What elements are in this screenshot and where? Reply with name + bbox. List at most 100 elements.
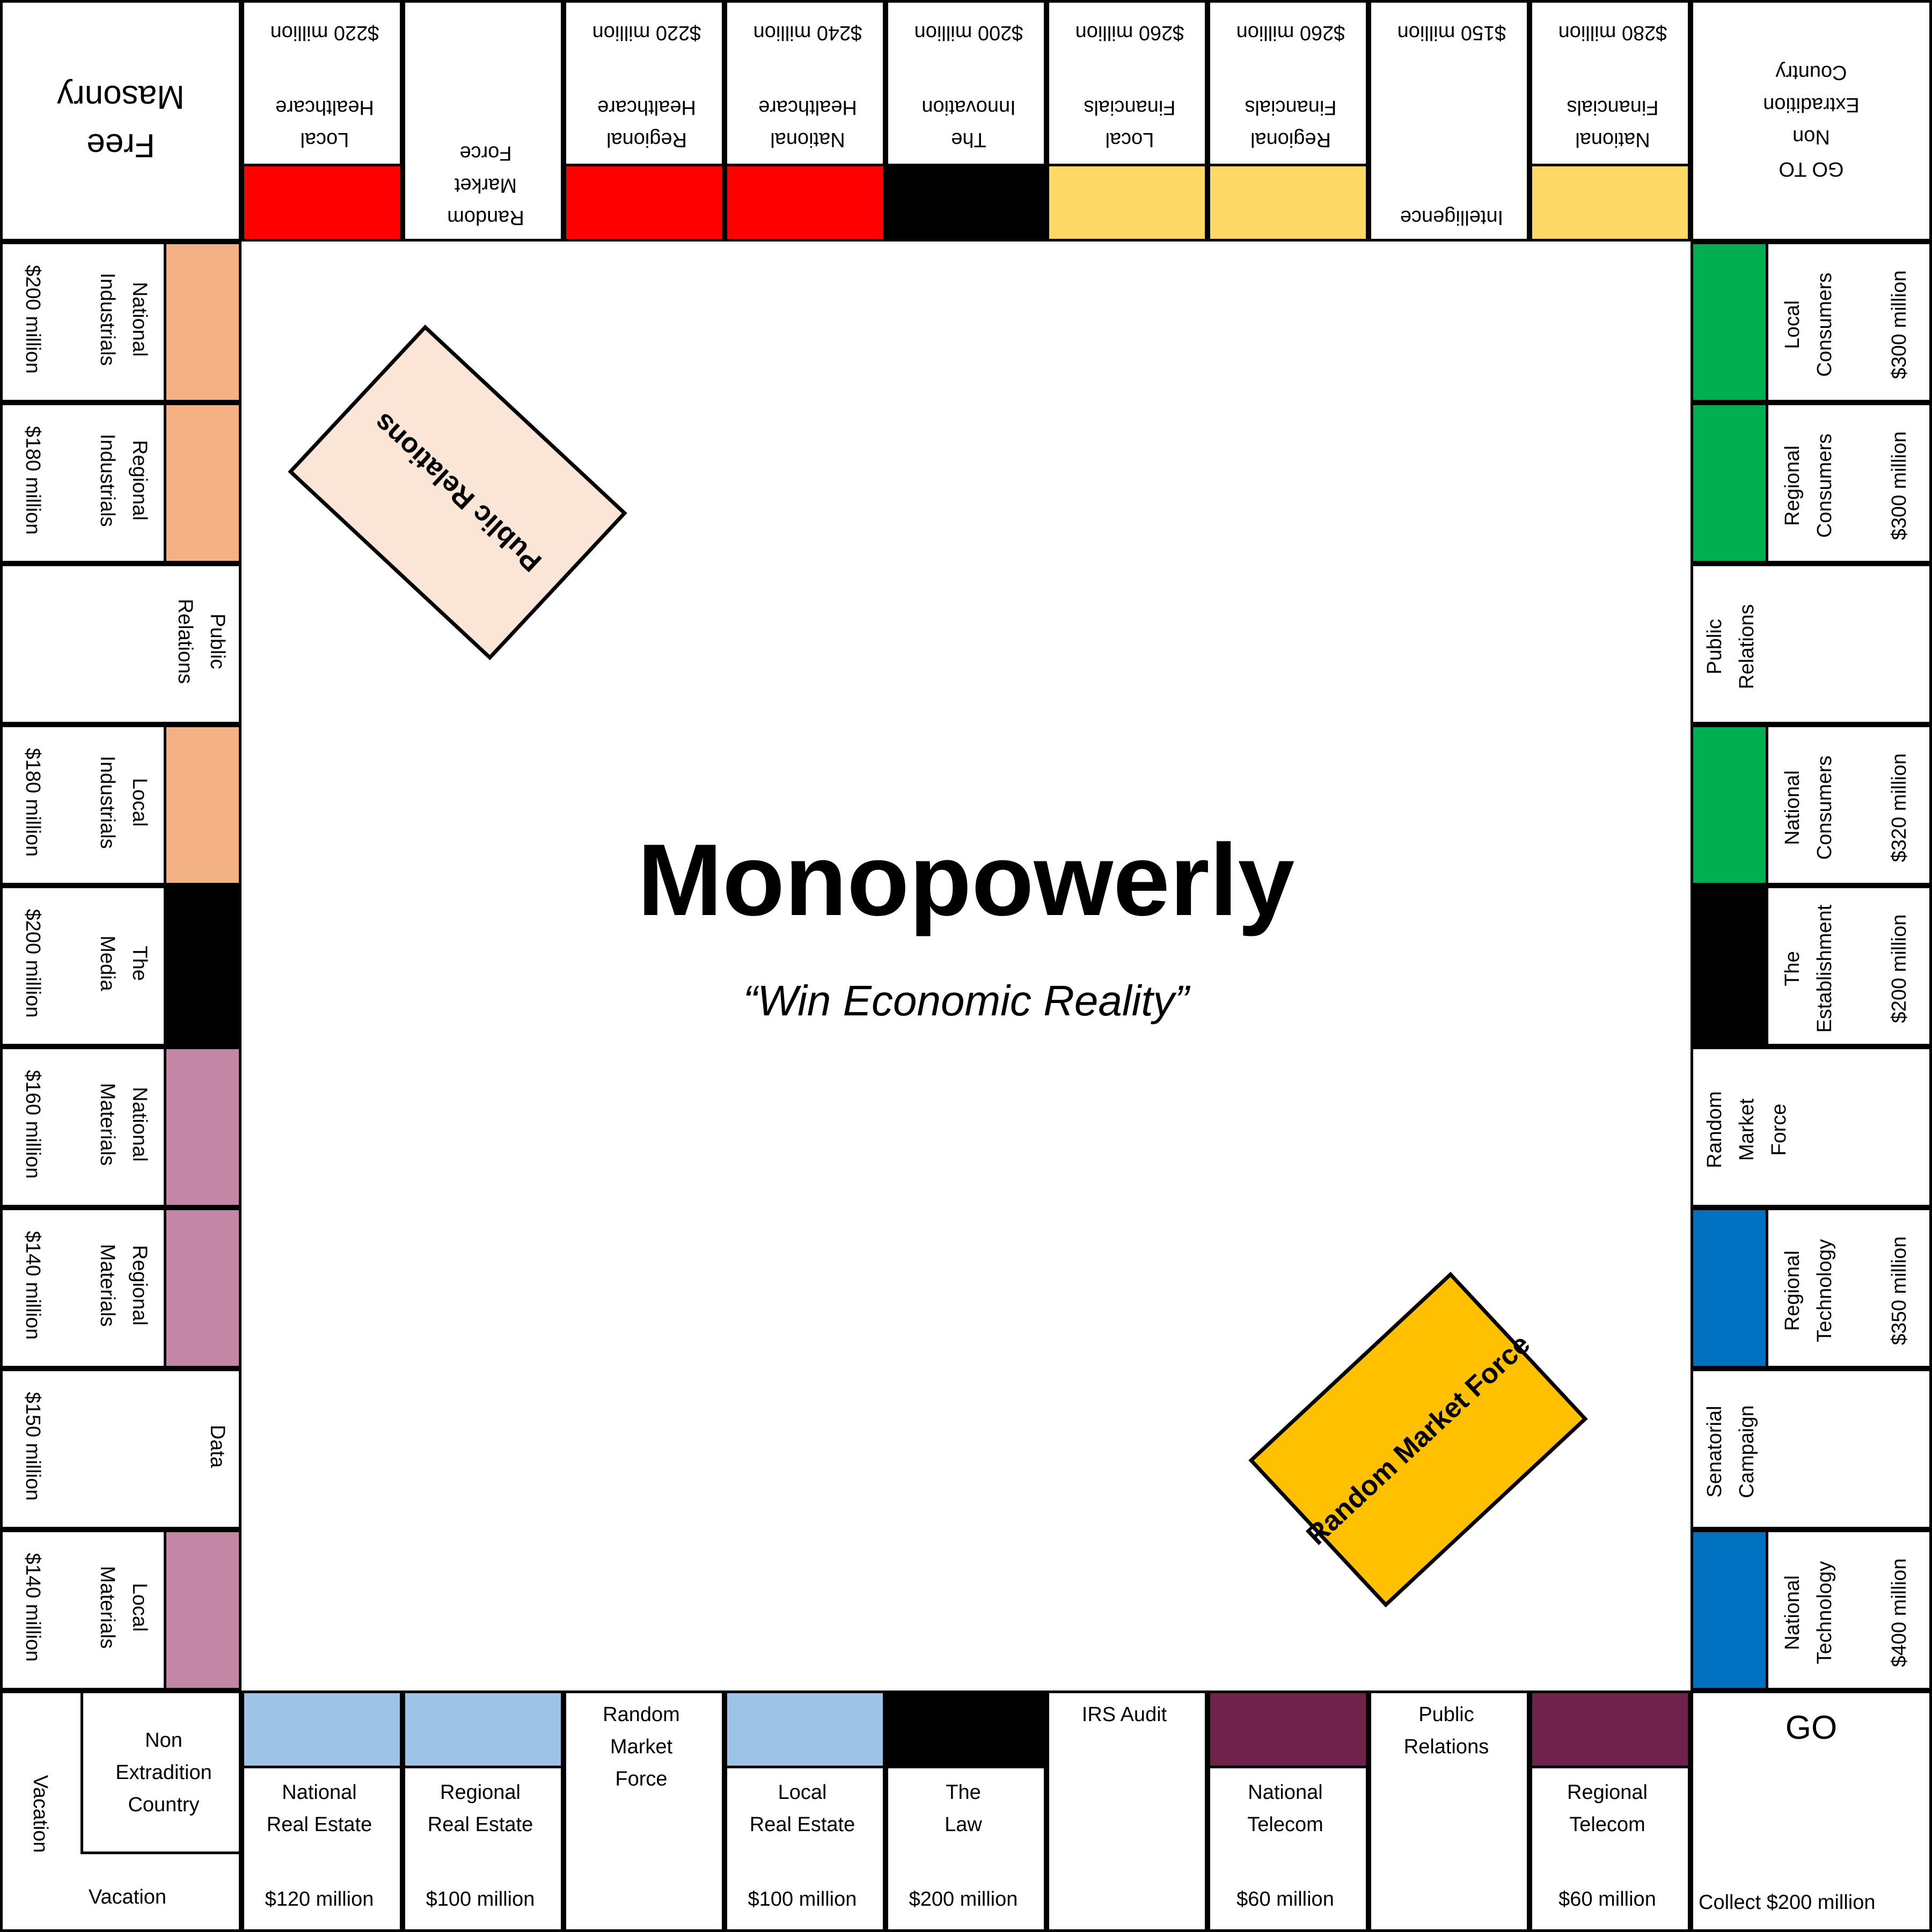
space-label: Technology	[1809, 1239, 1841, 1342]
space-price: $200 million	[891, 20, 1046, 46]
space-frame: National Materials $160 million	[0, 1046, 241, 1208]
corner-go[interactable]: GO Collect $200 million	[1690, 1690, 1932, 1932]
space-price: $240 million	[730, 20, 885, 46]
space-frame: National Telecom $60 million	[1208, 1690, 1368, 1932]
go-to-text: GO TO Non Extradition Country	[1693, 3, 1929, 239]
space-label: Financials	[1084, 91, 1175, 123]
space-frame: Regional Industrials $180 million	[0, 402, 241, 564]
space-frame: National Healthcare $240 million	[724, 0, 885, 241]
corner-go-to-non-extradition[interactable]: GO TO Non Extradition Country	[1690, 0, 1932, 241]
space-frame: Regional Real Estate $100 million	[402, 1690, 564, 1932]
space-label-group: Regional Industrials	[91, 402, 156, 558]
space-label: Innovation	[921, 91, 1015, 123]
space-label: Financials	[1245, 91, 1336, 123]
space-label-group: Regional Healthcare	[569, 91, 724, 156]
color-bar	[888, 164, 1046, 241]
bottom-space-public-relations[interactable]: Public Relations	[1368, 1690, 1529, 1932]
public-relations-card-deck[interactable]: Public Relations	[288, 325, 627, 660]
right-space-local-consumers[interactable]: Local Consumers $300 million	[1690, 241, 1932, 402]
space-label-group: National Healthcare	[730, 91, 885, 156]
space-price: $200 million	[20, 241, 46, 397]
corner-vacation[interactable]: Non Extradition Country Vacation Vacatio…	[0, 1690, 241, 1932]
top-space-random-market-force[interactable]: Random Market Force	[402, 0, 564, 241]
space-price: $220 million	[247, 20, 402, 46]
space-frame: Regional Materials $140 million	[0, 1208, 241, 1368]
left-space-public-relations[interactable]: Public Relations	[0, 564, 241, 724]
right-space-public-relations[interactable]: Public Relations	[1690, 564, 1932, 724]
space-price: $100 million	[402, 1886, 558, 1912]
left-space-national-industrials[interactable]: National Industrials $200 million	[0, 241, 241, 402]
bottom-space-regional-real-estate[interactable]: Regional Real Estate $100 million	[402, 1690, 564, 1932]
space-label: The	[946, 1776, 980, 1809]
space-label: Industrials	[91, 434, 123, 526]
top-space-intelligence[interactable]: Intelligence $150 million	[1368, 0, 1529, 241]
top-space-local-healthcare[interactable]: Local Healthcare $220 million	[241, 0, 402, 241]
space-price: $200 million	[885, 1886, 1041, 1912]
left-space-regional-materials[interactable]: Regional Materials $140 million	[0, 1208, 241, 1368]
left-space-data[interactable]: Data $150 million	[0, 1368, 241, 1529]
space-frame: Intelligence $150 million	[1368, 0, 1529, 241]
space-label: Real Estate	[267, 1809, 372, 1841]
bottom-space-local-real-estate[interactable]: Local Real Estate $100 million	[724, 1690, 885, 1932]
space-price: $150 million	[20, 1368, 46, 1524]
space-label-group: National Real Estate	[241, 1776, 397, 1841]
right-space-senatorial-campaign[interactable]: Senatorial Campaign	[1690, 1368, 1932, 1529]
bottom-space-national-real-estate[interactable]: National Real Estate $120 million	[241, 1690, 402, 1932]
space-frame: National Industrials $200 million	[0, 241, 241, 402]
space-label-group: Senatorial Campaign	[1699, 1374, 1763, 1529]
space-price: $350 million	[1886, 1213, 1912, 1368]
top-space-regional-healthcare[interactable]: Regional Healthcare $220 million	[564, 0, 724, 241]
right-space-national-technology[interactable]: National Technology $400 million	[1690, 1529, 1932, 1690]
bottom-space-random-market-force[interactable]: Random Market Force	[564, 1690, 724, 1932]
space-price: $120 million	[241, 1886, 397, 1912]
space-label: Market	[1731, 1099, 1763, 1161]
random-market-force-card-deck[interactable]: Random Market Force	[1248, 1272, 1587, 1607]
game-tagline: “Win Economic Reality”	[0, 974, 1932, 1028]
right-space-random-market-force[interactable]: Random Market Force	[1690, 1046, 1932, 1208]
top-space-local-financials[interactable]: Local Financials $260 million	[1046, 0, 1208, 241]
right-space-regional-consumers[interactable]: Regional Consumers $300 million	[1690, 402, 1932, 564]
space-frame: Random Market Force	[564, 1690, 724, 1932]
left-space-local-materials[interactable]: Local Materials $140 million	[0, 1529, 241, 1690]
left-space-regional-industrials[interactable]: Regional Industrials $180 million	[0, 402, 241, 564]
space-label-group: National Financials	[1535, 91, 1690, 156]
top-space-the-innovation[interactable]: The Innovation $200 million	[885, 0, 1046, 241]
space-label: Local	[1106, 123, 1154, 156]
space-label: Force	[615, 1763, 667, 1795]
vacation-bottom-label: Vacation	[89, 1884, 166, 1911]
top-space-national-healthcare[interactable]: National Healthcare $240 million	[724, 0, 885, 241]
random-market-force-card-label: Random Market Force	[1300, 1328, 1536, 1551]
space-label: Market	[455, 169, 517, 201]
color-bar	[724, 1690, 883, 1768]
space-label: Campaign	[1731, 1405, 1763, 1498]
space-label: IRS Audit	[1082, 1699, 1167, 1731]
bottom-space-national-telecom[interactable]: National Telecom $60 million	[1208, 1690, 1368, 1932]
space-price: $260 million	[1052, 20, 1208, 46]
space-frame: National Real Estate $120 million	[241, 1690, 402, 1932]
space-label: Local	[123, 1583, 156, 1632]
bottom-space-the-law[interactable]: The Law $200 million	[885, 1690, 1046, 1932]
space-price: $140 million	[20, 1529, 46, 1685]
corner-free-masonry[interactable]: Free Masonry	[0, 0, 241, 241]
color-bar	[164, 241, 241, 400]
space-label: Local	[123, 778, 156, 827]
color-bar	[566, 164, 724, 241]
space-label-group: Public Relations	[1368, 1699, 1524, 1763]
space-price: $60 million	[1208, 1886, 1363, 1912]
vacation-side-label: Vacation	[24, 1733, 56, 1894]
space-price: $60 million	[1529, 1886, 1685, 1912]
left-space-national-materials[interactable]: National Materials $160 million	[0, 1046, 241, 1208]
space-frame: Regional Financials $260 million	[1208, 0, 1368, 241]
top-space-regional-financials[interactable]: Regional Financials $260 million	[1208, 0, 1368, 241]
space-label-group: Public Relations	[1699, 569, 1763, 724]
space-label: Healthcare	[758, 91, 857, 123]
space-label: Public	[1418, 1699, 1474, 1731]
space-label: Telecom	[1569, 1809, 1645, 1841]
bottom-space-irs-audit[interactable]: IRS Audit	[1046, 1690, 1208, 1932]
space-price: $220 million	[569, 20, 724, 46]
space-label-group: Data	[201, 1368, 233, 1524]
bottom-space-regional-telecom[interactable]: Regional Telecom $60 million	[1529, 1690, 1690, 1932]
space-label-group: Regional Financials	[1213, 91, 1368, 156]
top-space-national-financials[interactable]: National Financials $280 million	[1529, 0, 1690, 241]
right-space-regional-technology[interactable]: Regional Technology $350 million	[1690, 1208, 1932, 1368]
